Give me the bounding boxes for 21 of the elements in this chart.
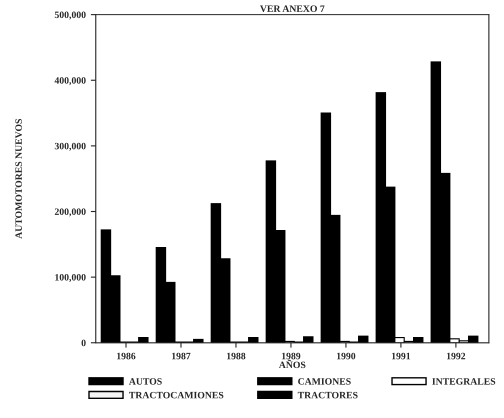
x-tick-label: 1988 [227, 352, 246, 360]
x-tick-label: 1986 [117, 352, 136, 360]
x-tick-label: 1992 [446, 352, 466, 360]
x-tick-label: 1989 [282, 352, 300, 360]
y-tick-label: 200,000 [54, 208, 86, 216]
y-tick-label: 0 [82, 340, 86, 346]
y-tick-label: 300,000 [54, 142, 86, 151]
legend-label: TRACTOCAMIONES [129, 392, 224, 398]
y-tick-label: 500,000 [54, 12, 86, 20]
legend-label: CAMIONES [298, 378, 351, 385]
x-axis-title: AÑOS [278, 360, 306, 368]
y-axis-title: AUTOMOTORES NUEVOS [15, 119, 22, 239]
y-tick-label: 100,000 [55, 274, 86, 282]
legend-label: INTEGRALES [432, 378, 496, 385]
legend-label: AUTOS [128, 378, 162, 385]
legend-label: TRACTORES [298, 392, 358, 398]
y-tick-label: 400,000 [54, 77, 86, 86]
x-tick-label: 1987 [172, 352, 190, 360]
x-tick-label: 1991 [392, 352, 410, 360]
chart-title: VER ANEXO 7 [260, 5, 324, 12]
x-tick-label: 1990 [336, 352, 356, 360]
